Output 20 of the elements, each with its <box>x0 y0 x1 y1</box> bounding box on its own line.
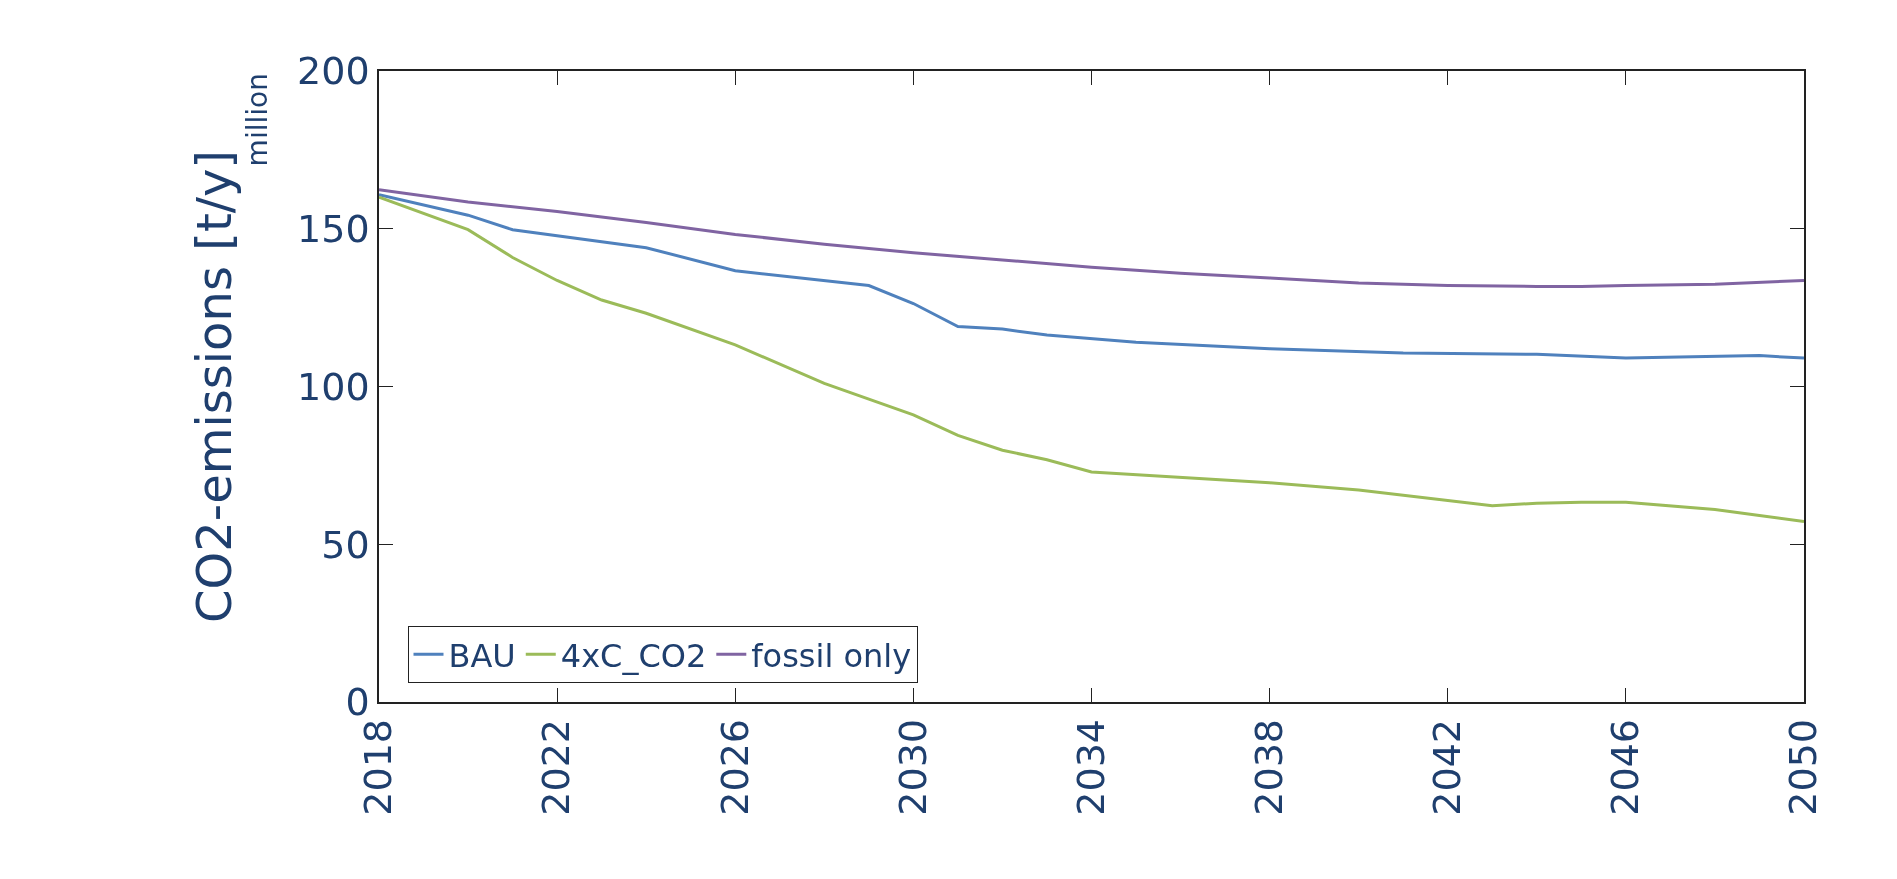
x-tick-label: 2022 <box>534 718 579 816</box>
x-tick-label: 2050 <box>1781 718 1826 816</box>
x-tick-label: 2042 <box>1425 718 1470 816</box>
y-tick-label: 200 <box>297 49 370 94</box>
x-tick-label: 2026 <box>712 718 757 816</box>
x-tick-label: 2030 <box>890 718 935 816</box>
legend-label: 4xC_CO2 <box>560 636 707 675</box>
x-tick-label: 2034 <box>1068 718 1113 816</box>
y-tick-label: 150 <box>297 207 370 252</box>
x-tick-label: 2038 <box>1246 718 1291 816</box>
legend-label: fossil only <box>751 636 912 675</box>
y-tick-label: 50 <box>321 522 370 567</box>
text: million <box>241 73 275 167</box>
y-axis-title: CO2-emissions [t/y] <box>186 149 243 624</box>
line-series <box>379 188 1804 288</box>
legend-label: BAU <box>448 636 516 675</box>
y-tick-label: 100 <box>297 364 370 409</box>
line-series <box>379 193 1804 360</box>
line-series <box>379 195 1804 524</box>
x-tick-label: 2046 <box>1603 718 1648 816</box>
